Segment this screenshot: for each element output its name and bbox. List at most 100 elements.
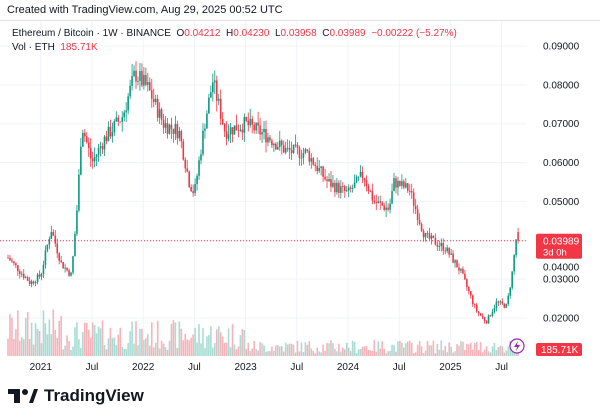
volume-bar xyxy=(308,341,311,356)
candle-body xyxy=(202,130,204,155)
volume-bar xyxy=(150,322,153,356)
candle-body xyxy=(458,267,460,271)
candle-body xyxy=(489,315,492,317)
volume-bar xyxy=(418,341,421,356)
volume-bar xyxy=(497,346,500,356)
volume-bar xyxy=(452,352,454,356)
volume-bar xyxy=(221,336,224,356)
volume-bar xyxy=(259,342,261,356)
volume-bar xyxy=(316,347,318,356)
volume-bar xyxy=(507,346,510,356)
volume-bar xyxy=(479,342,482,356)
candle-body xyxy=(66,267,68,271)
candle-body xyxy=(450,253,452,255)
volume-bar xyxy=(379,348,382,356)
volume-bar xyxy=(243,330,246,356)
candle-body xyxy=(328,179,330,182)
volume-bar xyxy=(310,348,313,356)
volume-bar xyxy=(393,345,395,356)
candle-body xyxy=(129,85,131,97)
volume-bar xyxy=(405,343,407,356)
volume-bar xyxy=(93,325,96,356)
candle-body xyxy=(184,159,187,169)
candle-body xyxy=(239,129,242,131)
volume-bar xyxy=(332,343,334,356)
volume-bar xyxy=(145,338,147,356)
volume-bar xyxy=(377,341,380,356)
candle-body xyxy=(286,147,289,149)
volume-bar xyxy=(26,312,29,356)
volume-bar xyxy=(68,341,70,356)
y-tick-label: 0.05000 xyxy=(543,197,580,208)
candle-body xyxy=(367,185,370,191)
candle-body xyxy=(150,90,153,99)
x-tick-label: Jul xyxy=(86,362,99,373)
candle-body xyxy=(393,178,395,192)
candle-body xyxy=(30,281,33,284)
volume-bar xyxy=(375,351,378,356)
y-tick-label: 0.03000 xyxy=(543,275,580,286)
volume-bar xyxy=(501,346,504,356)
volume-bar xyxy=(233,344,236,356)
candle-body xyxy=(359,171,362,177)
candle-body xyxy=(135,70,137,82)
volume-bar xyxy=(338,343,340,356)
candle-body xyxy=(76,210,78,234)
candle-body xyxy=(269,137,271,141)
volume-bar xyxy=(403,347,405,356)
chart-frame[interactable] xyxy=(0,20,600,381)
candle-body xyxy=(26,277,29,281)
candle-body xyxy=(32,281,35,284)
candle-body xyxy=(249,118,252,126)
tradingview-logo[interactable]: TradingView xyxy=(8,386,144,406)
candle-body xyxy=(442,242,445,251)
volume-bar xyxy=(477,350,480,356)
volume-bar xyxy=(121,346,124,356)
volume-bar xyxy=(408,340,411,356)
volume-bar xyxy=(217,326,220,356)
volume-bar xyxy=(369,350,372,356)
volume-bar xyxy=(414,352,417,356)
volume-bar xyxy=(178,321,181,356)
volume-bar xyxy=(267,351,269,356)
volume-bar xyxy=(342,347,344,356)
candle-body xyxy=(351,187,354,189)
bar-countdown: 3d 0h xyxy=(543,248,567,259)
volume-bar xyxy=(420,346,423,356)
volume-bar xyxy=(446,352,448,356)
volume-bar xyxy=(347,347,350,356)
volume-bar xyxy=(397,341,399,356)
close-value: 0.03989 xyxy=(329,28,366,39)
candle-body xyxy=(495,301,498,308)
volume-bar xyxy=(391,344,393,356)
volume-bar xyxy=(292,344,295,356)
candle-body xyxy=(391,191,393,204)
volume-bar xyxy=(219,332,222,356)
volume-bar xyxy=(473,342,476,356)
volume-bar xyxy=(202,328,204,356)
volume-bar xyxy=(284,342,287,356)
candle-body xyxy=(22,273,25,278)
candle-body xyxy=(20,273,23,275)
candle-body xyxy=(428,233,431,239)
candle-body xyxy=(379,201,382,203)
x-tick-label: 2024 xyxy=(337,362,360,373)
volume-bar xyxy=(115,345,118,356)
volume-bar xyxy=(168,340,171,356)
candle-body xyxy=(462,268,464,274)
volume-bar xyxy=(85,323,88,356)
candle-body xyxy=(101,146,104,150)
candle-body xyxy=(229,127,232,135)
volume-bar xyxy=(28,338,31,356)
candle-body xyxy=(196,175,198,184)
candle-body xyxy=(507,295,510,305)
candle-body xyxy=(308,150,311,162)
volume-bar xyxy=(11,317,13,356)
volume-bar xyxy=(300,342,303,356)
candle-body xyxy=(499,301,502,303)
volume-bar xyxy=(326,342,328,356)
lightning-glyph xyxy=(514,341,520,351)
candle-body xyxy=(278,140,281,147)
candle-body xyxy=(56,243,59,254)
